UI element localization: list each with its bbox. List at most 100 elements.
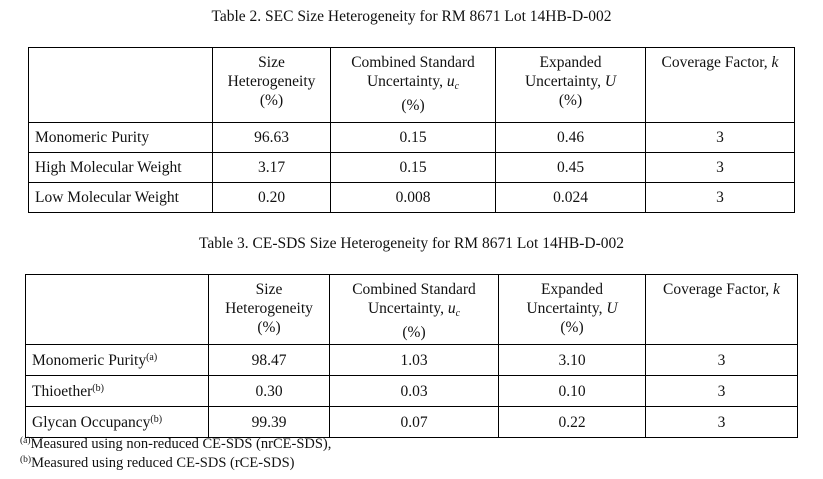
label-text: Monomeric Purity [35,129,150,146]
label-text: High Molecular Weight [35,159,182,176]
header-line: Heterogeneity [215,299,323,318]
header-line: Expanded [505,280,639,299]
value-cell: 1.03 [329,344,499,376]
header-line: Size [219,53,324,72]
footnote: (b)Measured using reduced CE-SDS (rCE-SD… [20,454,331,473]
header-symbol: U [604,73,617,90]
header-text: Expanded [539,54,602,71]
header-text: (%) [558,92,583,109]
table-row: Glycan Occupancy(b) 99.39 0.07 0.22 3 [25,406,798,438]
header-text: (%) [259,92,284,109]
header-line: Uncertainty, U [502,72,639,91]
header-line: (%) [215,318,323,337]
value-cell: 0.15 [330,122,496,153]
header-line: Uncertainty, uc [337,72,489,96]
header-cell: Expanded Uncertainty, U (%) [498,274,646,345]
header-cell: Coverage Factor, k [645,274,798,345]
header-text: (%) [402,324,426,341]
header-line: Size [215,280,323,299]
header-cell: Expanded Uncertainty, U (%) [495,47,646,123]
table-row: Thioether(b) 0.30 0.03 0.10 3 [25,375,798,407]
data-table: Size Heterogeneity (%) Combined Standard Unc… [28,47,795,213]
header-text: Heterogeneity [225,300,313,317]
table-title: Table 3. CE-SDS Size Heterogeneity for R… [198,235,625,252]
header-cell [25,274,209,345]
header-text: Size [258,54,285,71]
row-label: Thioether(b) [25,375,209,407]
table-row: Low Molecular Weight 0.20 0.008 0.024 3 [28,182,795,213]
row-label: Monomeric Purity(a) [25,344,209,376]
header-text: (%) [401,97,425,114]
header-line: (%) [502,91,639,110]
value-cell: 3 [645,406,798,438]
header-text: Combined Standard [351,54,475,71]
header-line: Uncertainty, uc [336,299,492,323]
footnotes: (a)Measured using non-reduced CE-SDS (nr… [20,435,331,473]
row-label: Glycan Occupancy(b) [25,406,209,438]
value-cell: 96.63 [212,122,331,153]
value-cell: 99.39 [208,406,330,438]
header-line: Uncertainty, U [505,299,639,318]
footnote-mark: (b) [20,455,32,465]
value-cell: 3 [645,152,795,183]
value-cell: 0.30 [208,375,330,407]
header-text: Uncertainty, [367,300,448,317]
header-line: Heterogeneity [219,72,324,91]
value-cell: 0.10 [498,375,646,407]
header-cell: Combined Standard Uncertainty, uc (%) [329,274,499,345]
header-text: (%) [560,319,584,336]
value-cell: 0.45 [495,152,646,183]
value-cell: 0.15 [330,152,496,183]
value-cell: 98.47 [208,344,330,376]
header-cell: Size Heterogeneity (%) [208,274,330,345]
value-cell: 0.22 [498,406,646,438]
table-row: High Molecular Weight 3.17 0.15 0.45 3 [28,152,795,183]
header-symbol: u [447,300,456,317]
header-line: Combined Standard [337,53,489,72]
label-text: Thioether [32,382,93,400]
header-line: Expanded [502,53,639,72]
footnote-mark: (a) [20,436,31,446]
header-row: Size Heterogeneity (%) Combined Standard Unc… [25,274,798,345]
header-text: Size [255,281,283,298]
value-cell: 3 [645,344,798,376]
row-label: High Molecular Weight [28,152,213,183]
header-symbol: u [446,73,455,90]
value-cell: 0.20 [212,182,331,213]
header-text: Uncertainty, [524,73,605,90]
header-line: Coverage Factor, k [652,53,788,72]
value-cell: 0.008 [330,182,496,213]
header-symbol: c [455,308,461,319]
header-cell: Combined Standard Uncertainty, uc (%) [330,47,496,123]
header-cell: Size Heterogeneity (%) [212,47,331,123]
table-row: Monomeric Purity 96.63 0.15 0.46 3 [28,122,795,153]
header-symbol: k [771,54,779,71]
value-cell: 0.46 [495,122,646,153]
header-text: Coverage Factor, [663,281,774,298]
footnote-mark: (a) [146,351,158,363]
header-cell [28,47,213,123]
footnote-mark: (b) [92,382,104,394]
header-line: (%) [337,96,489,115]
label-text: Low Molecular Weight [35,189,179,206]
value-cell: 3 [645,182,795,213]
label-text: Monomeric Purity [32,351,147,369]
footnote: (a)Measured using non-reduced CE-SDS (nr… [20,435,331,454]
table-title: Table 2. SEC Size Heterogeneity for RM 8… [211,8,612,25]
header-text: Uncertainty, [366,73,447,90]
header-cell: Coverage Factor, k [645,47,795,123]
header-line: (%) [336,323,492,342]
table-row: Monomeric Purity(a) 98.47 1.03 3.10 3 [25,344,798,376]
value-cell: 3 [645,375,798,407]
label-text: Glycan Occupancy [32,413,151,431]
header-symbol: U [606,300,618,317]
header-text: Expanded [541,281,603,298]
header-text: Heterogeneity [227,73,316,90]
data-table: Size Heterogeneity (%) Combined Standard Unc… [25,274,798,438]
value-cell: 3.17 [212,152,331,183]
row-label: Monomeric Purity [28,122,213,153]
header-line: (%) [219,91,324,110]
row-label: Low Molecular Weight [28,182,213,213]
header-symbol: k [773,281,780,298]
